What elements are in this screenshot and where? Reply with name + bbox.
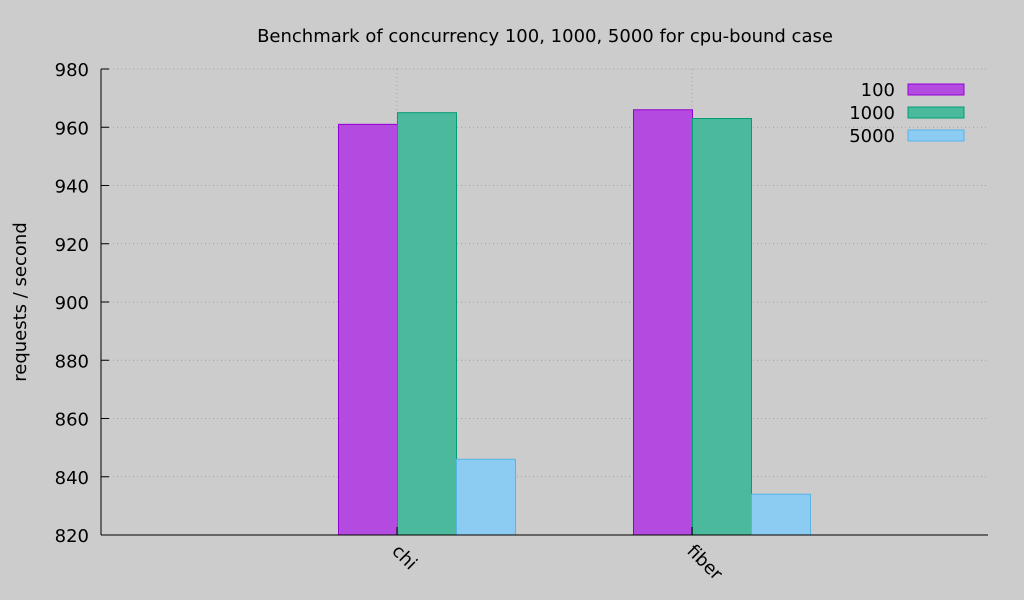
y-axis-label: requests / second [10,222,31,382]
y-tick-label: 840 [55,468,89,489]
y-tick-label: 900 [55,293,89,314]
y-tick-label: 920 [55,235,89,256]
bars [338,109,811,536]
legend-label: 1000 [849,103,895,124]
bar-fiber-1000 [692,118,752,536]
chart-title: Benchmark of concurrency 100, 1000, 5000… [257,26,833,47]
y-tick-label: 940 [55,177,89,198]
legend-label: 100 [861,80,895,101]
bar-chi-5000 [456,458,516,536]
y-tick-label: 980 [55,60,89,81]
x-category-label: fiber [682,541,726,585]
bar-chi-100 [338,123,398,536]
bar-fiber-100 [633,109,693,536]
y-tick-label: 960 [55,118,89,139]
legend-swatch [907,106,965,119]
y-tick-label: 880 [55,351,89,372]
bar-chi-1000 [397,112,457,536]
legend-swatch [907,83,965,96]
legend-swatch [907,129,965,142]
x-axis-categories: chi fiber [387,527,727,585]
legend-label: 5000 [849,126,895,147]
x-category-label: chi [387,541,420,574]
y-tick-label: 820 [55,526,89,547]
y-tick-label: 860 [55,410,89,431]
bar-fiber-5000 [751,493,811,536]
y-axis-ticks: 820 840 860 880 900 920 940 960 980 [55,60,109,547]
